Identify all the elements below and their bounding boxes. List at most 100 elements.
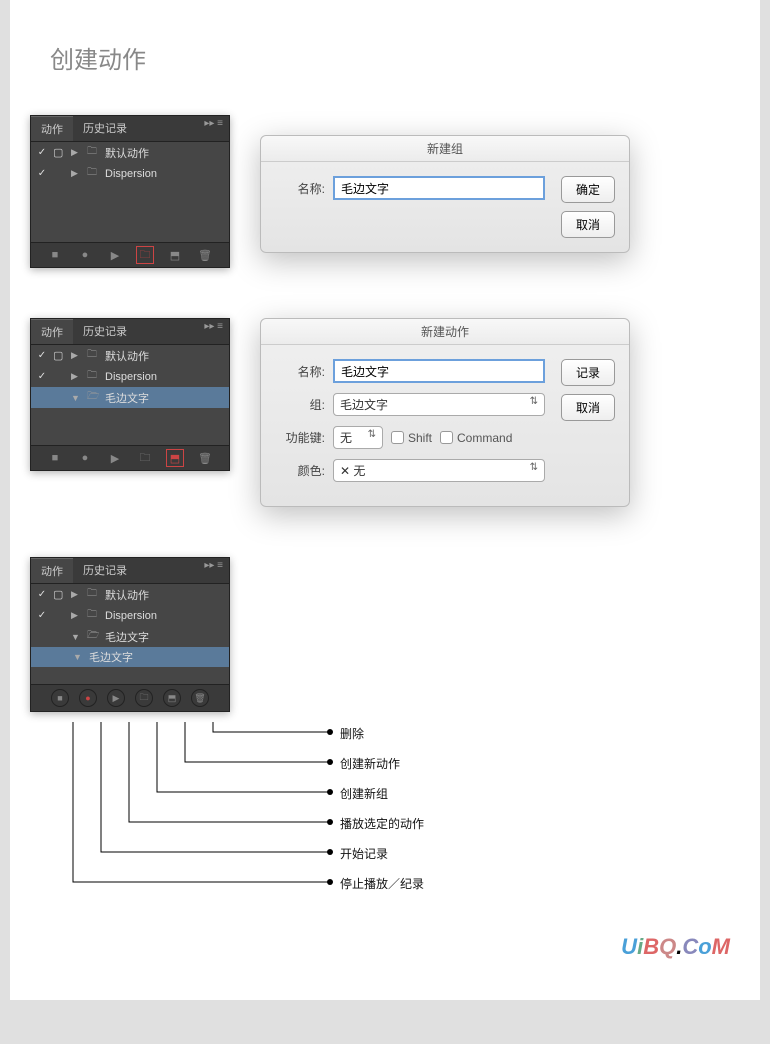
expand-icon[interactable]: ▶ xyxy=(71,589,83,600)
action-label: 默认动作 xyxy=(105,145,149,161)
panel-menu-icon[interactable]: ▸▸ ≡ xyxy=(198,116,229,141)
shift-checkbox[interactable]: Shift xyxy=(391,431,432,445)
expand-icon[interactable]: ▼ xyxy=(73,652,85,662)
tab-actions[interactable]: 动作 xyxy=(31,558,73,583)
panel-header: 动作 历史记录 ▸▸ ≡ xyxy=(31,319,229,345)
folder-icon: 🗀 xyxy=(87,607,101,624)
action-label: 毛边文字 xyxy=(105,390,149,406)
action-row-selected[interactable]: ▼ 🗁 毛边文字 xyxy=(31,387,229,408)
folder-icon: 🗀 xyxy=(87,368,101,385)
record-icon[interactable]: ● xyxy=(77,247,93,263)
delete-icon[interactable]: 🗑 xyxy=(197,450,213,466)
tab-actions[interactable]: 动作 xyxy=(31,116,73,141)
expand-icon[interactable]: ▶ xyxy=(71,350,83,361)
fnkey-select[interactable]: 无 xyxy=(333,426,383,449)
section-3: 动作 历史记录 ▸▸ ≡ ✓ ▢ ▶ 🗀 默认动作 ✓ ▶ 🗀 Dispersi… xyxy=(30,557,740,922)
name-input[interactable] xyxy=(333,359,545,383)
callout-play: 播放选定的动作 xyxy=(340,815,424,832)
check-icon: ✓ xyxy=(35,350,49,361)
action-row[interactable]: ✓ ▢ ▶ 🗀 默认动作 xyxy=(31,142,229,163)
action-row[interactable]: ✓ ▶ 🗀 Dispersion xyxy=(31,163,229,184)
tab-history[interactable]: 历史记录 xyxy=(73,116,137,141)
play-icon[interactable]: ▶ xyxy=(107,450,123,466)
panel-body: ✓ ▢ ▶ 🗀 默认动作 ✓ ▶ 🗀 Dispersion ▼ 🗁 毛边文字 xyxy=(31,345,229,445)
cancel-button[interactable]: 取消 xyxy=(561,394,615,421)
tab-actions[interactable]: 动作 xyxy=(31,319,73,344)
callout-delete: 删除 xyxy=(340,725,364,742)
section-1: 动作 历史记录 ▸▸ ≡ ✓ ▢ ▶ 🗀 默认动作 ✓ ▶ 🗀 Dispersi… xyxy=(30,115,740,268)
record-button[interactable]: 记录 xyxy=(561,359,615,386)
action-label: Dispersion xyxy=(105,610,157,622)
action-label: Dispersion xyxy=(105,168,157,180)
new-action-icon[interactable]: ⬒ xyxy=(167,247,183,263)
section-2: 动作 历史记录 ▸▸ ≡ ✓ ▢ ▶ 🗀 默认动作 ✓ ▶ 🗀 Dispersi… xyxy=(30,318,740,507)
color-select[interactable]: ✕ 无 xyxy=(333,459,545,482)
expand-icon[interactable]: ▼ xyxy=(71,393,83,403)
stop-icon[interactable]: ■ xyxy=(47,247,63,263)
panel-header: 动作 历史记录 ▸▸ ≡ xyxy=(31,558,229,584)
ok-button[interactable]: 确定 xyxy=(561,176,615,203)
action-row[interactable]: ✓ ▶ 🗀 Dispersion xyxy=(31,366,229,387)
delete-icon[interactable]: 🗑 xyxy=(197,247,213,263)
panel-body: ✓ ▢ ▶ 🗀 默认动作 ✓ ▶ 🗀 Dispersion ▼ 🗁 毛边文字 xyxy=(31,584,229,684)
action-row-selected[interactable]: ▼ 毛边文字 xyxy=(31,647,229,667)
name-input[interactable] xyxy=(333,176,545,200)
panel-menu-icon[interactable]: ▸▸ ≡ xyxy=(198,319,229,344)
expand-icon[interactable]: ▶ xyxy=(71,610,83,621)
stop-icon[interactable]: ■ xyxy=(47,450,63,466)
expand-icon[interactable]: ▶ xyxy=(71,168,83,179)
group-select[interactable]: 毛边文字 xyxy=(333,393,545,416)
action-label: 默认动作 xyxy=(105,348,149,364)
new-action-icon[interactable]: ⬒ xyxy=(167,450,183,466)
check-icon: ✓ xyxy=(35,589,49,600)
color-label: 颜色: xyxy=(275,462,325,479)
play-icon[interactable]: ▶ xyxy=(107,689,125,707)
expand-icon[interactable]: ▶ xyxy=(71,371,83,382)
record-icon[interactable]: ● xyxy=(79,689,97,707)
callout-new-action: 创建新动作 xyxy=(340,755,400,772)
group-label: 组: xyxy=(275,396,325,413)
new-group-dialog: 新建组 名称: 确定 取消 xyxy=(260,135,630,253)
folder-icon: 🗀 xyxy=(87,165,101,182)
panel-footer-annotated: ■ ● ▶ 🗀 ⬒ 🗑 xyxy=(31,684,229,711)
play-icon[interactable]: ▶ xyxy=(107,247,123,263)
actions-panel-3: 动作 历史记录 ▸▸ ≡ ✓ ▢ ▶ 🗀 默认动作 ✓ ▶ 🗀 Dispersi… xyxy=(30,557,230,712)
dialog-body: 名称: 组: 毛边文字 功能键: 无 Shift Command 颜色: ✕ 无 xyxy=(261,345,629,506)
actions-panel-1: 动作 历史记录 ▸▸ ≡ ✓ ▢ ▶ 🗀 默认动作 ✓ ▶ 🗀 Dispersi… xyxy=(30,115,230,268)
action-label: 毛边文字 xyxy=(89,649,133,665)
dialog-toggle-icon: ▢ xyxy=(53,146,67,159)
action-row[interactable]: ▼ 🗁 毛边文字 xyxy=(31,626,229,647)
panel-menu-icon[interactable]: ▸▸ ≡ xyxy=(198,558,229,583)
stop-icon[interactable]: ■ xyxy=(51,689,69,707)
dialog-body: 名称: 确定 取消 xyxy=(261,162,629,252)
dialog-toggle-icon: ▢ xyxy=(53,349,67,362)
folder-icon: 🗀 xyxy=(87,347,101,364)
command-label: Command xyxy=(457,431,512,445)
tab-history[interactable]: 历史记录 xyxy=(73,558,137,583)
action-row[interactable]: ✓ ▶ 🗀 Dispersion xyxy=(31,605,229,626)
folder-icon: 🗁 xyxy=(87,389,101,406)
new-group-icon[interactable]: 🗀 xyxy=(137,247,153,263)
check-icon: ✓ xyxy=(35,168,49,179)
name-label: 名称: xyxy=(275,363,325,380)
action-row[interactable]: ✓ ▢ ▶ 🗀 默认动作 xyxy=(31,584,229,605)
action-row[interactable]: ✓ ▢ ▶ 🗀 默认动作 xyxy=(31,345,229,366)
record-icon[interactable]: ● xyxy=(77,450,93,466)
dialog-toggle-icon: ▢ xyxy=(53,588,67,601)
expand-icon[interactable]: ▶ xyxy=(71,147,83,158)
delete-icon[interactable]: 🗑 xyxy=(191,689,209,707)
new-group-icon[interactable]: 🗀 xyxy=(135,689,153,707)
expand-icon[interactable]: ▼ xyxy=(71,632,83,642)
action-label: 毛边文字 xyxy=(105,629,149,645)
action-label: 默认动作 xyxy=(105,587,149,603)
new-action-dialog: 新建动作 名称: 组: 毛边文字 功能键: 无 Shift Command xyxy=(260,318,630,507)
page-title: 创建动作 xyxy=(50,40,740,75)
folder-icon: 🗁 xyxy=(87,628,101,645)
check-icon: ✓ xyxy=(35,610,49,621)
command-checkbox[interactable]: Command xyxy=(440,431,512,445)
new-action-icon[interactable]: ⬒ xyxy=(163,689,181,707)
callout-record: 开始记录 xyxy=(340,845,388,862)
new-group-icon[interactable]: 🗀 xyxy=(137,450,153,466)
cancel-button[interactable]: 取消 xyxy=(561,211,615,238)
tab-history[interactable]: 历史记录 xyxy=(73,319,137,344)
